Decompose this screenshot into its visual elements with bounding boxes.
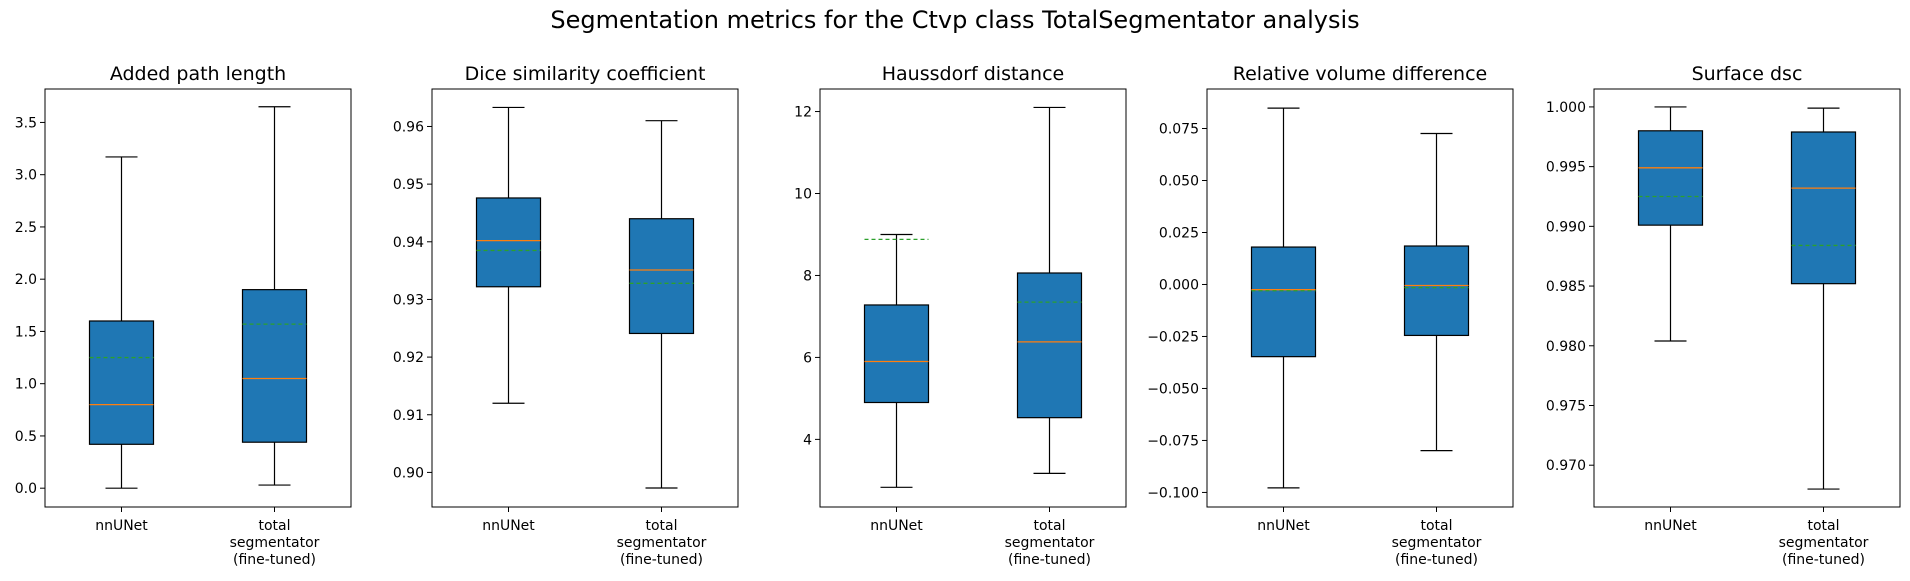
y-tick-label: 1.000 (1546, 100, 1586, 116)
y-tick-label: −0.025 (1147, 329, 1199, 345)
y-tick-label: 0.90 (393, 465, 424, 481)
subplot-title: Relative volume difference (1233, 63, 1487, 85)
y-tick-label: −0.050 (1147, 381, 1199, 397)
y-tick-label: 12 (794, 105, 812, 121)
subplot-title: Added path length (110, 63, 286, 85)
box-iqr (475, 197, 542, 288)
y-tick-label: 0.93 (393, 292, 424, 308)
y-tick-label: 0.980 (1546, 339, 1586, 355)
x-tick-label: total segmentator (fine-tuned) (617, 518, 707, 568)
y-tick-label: 10 (794, 187, 812, 203)
y-tick-label: 0.970 (1546, 458, 1586, 474)
plot-frame (1206, 88, 1514, 508)
plot-frame (431, 88, 739, 508)
x-tick-label: nnUNet (95, 518, 148, 534)
y-tick-label: 1.0 (15, 377, 37, 393)
box-iqr (88, 320, 155, 445)
y-tick-label: 6 (803, 350, 812, 366)
box-iqr (1637, 130, 1704, 226)
y-tick-label: 2.0 (15, 272, 37, 288)
y-tick-label: 4 (803, 432, 812, 448)
y-tick-label: 0.075 (1159, 122, 1199, 138)
box-iqr (1250, 246, 1317, 358)
x-tick-label: nnUNet (870, 518, 923, 534)
subplot-title: Dice similarity coefficient (465, 63, 706, 85)
y-tick-label: 0.95 (393, 177, 424, 193)
x-tick-label: nnUNet (1257, 518, 1310, 534)
x-tick-label: nnUNet (482, 518, 535, 534)
y-tick-label: 0.025 (1159, 225, 1199, 241)
y-tick-label: 0.5 (15, 429, 37, 445)
x-tick-label: total segmentator (fine-tuned) (230, 518, 320, 568)
plot-frame (1593, 88, 1901, 508)
x-tick-label: total segmentator (fine-tuned) (1005, 518, 1095, 568)
y-tick-label: 0.000 (1159, 277, 1199, 293)
y-tick-label: 8 (803, 268, 812, 284)
y-tick-label: 1.5 (15, 324, 37, 340)
y-tick-label: 3.5 (15, 115, 37, 131)
y-tick-label: 2.5 (15, 220, 37, 236)
subplot-title: Haussdorf distance (882, 63, 1065, 85)
y-tick-label: 0.985 (1546, 279, 1586, 295)
y-tick-label: 0.050 (1159, 174, 1199, 190)
y-tick-label: 0.990 (1546, 219, 1586, 235)
y-tick-label: 0.975 (1546, 398, 1586, 414)
y-tick-label: 0.91 (393, 408, 424, 424)
box-iqr (1403, 245, 1470, 337)
figure-title: Segmentation metrics for the Ctvp class … (550, 6, 1360, 34)
y-tick-label: 0.92 (393, 350, 424, 366)
y-tick-label: −0.075 (1147, 433, 1199, 449)
x-tick-label: total segmentator (fine-tuned) (1392, 518, 1482, 568)
box-iqr (863, 304, 930, 404)
box-iqr (1016, 272, 1083, 419)
y-tick-label: 0.94 (393, 235, 424, 251)
y-tick-label: 3.0 (15, 168, 37, 184)
y-tick-label: 0.96 (393, 119, 424, 135)
plot-frame (44, 88, 352, 508)
plot-frame (819, 88, 1127, 508)
x-tick-label: total segmentator (fine-tuned) (1779, 518, 1869, 568)
box-iqr (628, 218, 695, 335)
x-tick-label: nnUNet (1644, 518, 1697, 534)
box-iqr (241, 289, 308, 443)
y-tick-label: −0.100 (1147, 485, 1199, 501)
y-tick-label: 0.995 (1546, 160, 1586, 176)
box-iqr (1790, 131, 1857, 285)
subplot-title: Surface dsc (1692, 63, 1803, 85)
y-tick-label: 0.0 (15, 481, 37, 497)
